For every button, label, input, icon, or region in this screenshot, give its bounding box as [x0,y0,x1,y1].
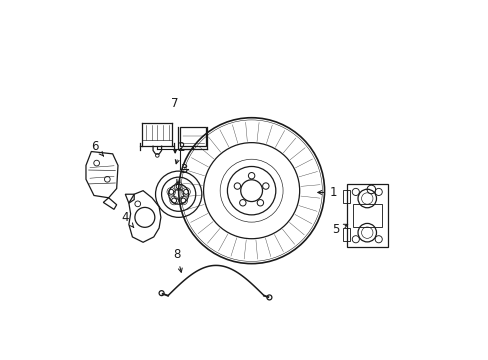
Text: 1: 1 [317,186,337,199]
Text: 7: 7 [171,97,179,110]
Bar [352,204,381,227]
Text: 6: 6 [91,140,103,156]
Bar [179,127,206,146]
Text: 3: 3 [177,163,187,184]
Text: 2: 2 [175,141,184,164]
Text: 8: 8 [173,248,182,272]
Bar [342,190,349,203]
Text: 5: 5 [332,223,347,236]
Text: 4: 4 [122,211,133,228]
Bar [342,228,349,241]
